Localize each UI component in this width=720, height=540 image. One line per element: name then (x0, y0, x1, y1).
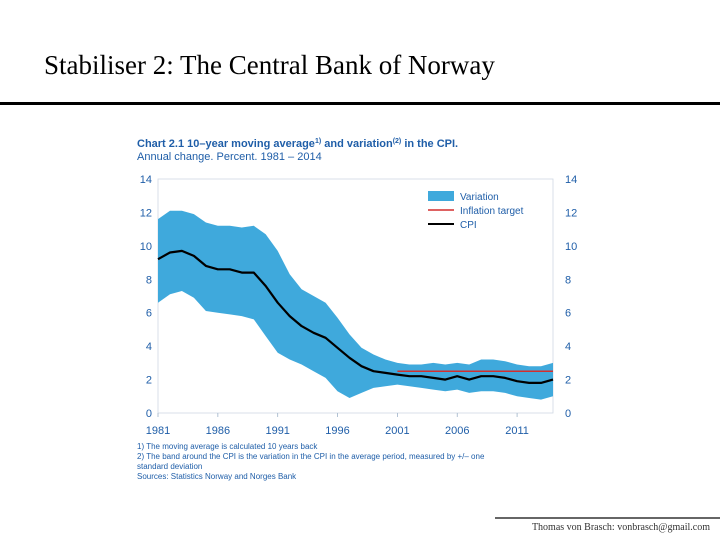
footer-credit: Thomas von Brasch: vonbrasch@gmail.com (531, 522, 710, 533)
footnote-1: 1) The moving average is calculated 10 y… (137, 442, 318, 451)
slide-title: Stabiliser 2: The Central Bank of Norway (44, 50, 495, 80)
footer-divider (495, 517, 720, 519)
footnote-2: 2) The band around the CPI is the variat… (137, 452, 485, 461)
chart-title-prefix: Chart 2.1 10–year moving average (137, 138, 315, 150)
y-tick-label-right: 6 (565, 308, 571, 320)
x-tick-label: 1986 (206, 425, 230, 437)
chart-heading: Chart 2.1 10–year moving average1) and v… (137, 138, 458, 164)
y-tick-label-left: 12 (140, 207, 152, 219)
title-divider (0, 102, 720, 105)
y-tick-label-left: 2 (146, 375, 152, 387)
chart-title-sup1: 1) (314, 138, 322, 145)
legend-swatch-variation (428, 191, 454, 201)
y-tick-label-right: 10 (565, 241, 577, 253)
chart-footnotes: 1) The moving average is calculated 10 y… (137, 442, 484, 482)
x-tick-label: 2001 (385, 425, 409, 437)
variation-band (158, 210, 553, 400)
footnote-sources: Sources: Statistics Norway and Norges Ba… (137, 472, 297, 481)
x-tick-label: 2006 (445, 425, 469, 437)
y-tick-label-right: 8 (565, 274, 571, 286)
chart-title-sup2: (2) (392, 138, 402, 145)
legend-label-target: Inflation target (460, 206, 524, 217)
y-tick-label-left: 4 (146, 341, 152, 353)
x-tick-label: 1981 (146, 425, 170, 437)
chart-subtitle: Annual change. Percent. 1981 – 2014 (137, 151, 322, 163)
x-tick-label: 2011 (505, 425, 529, 437)
y-tick-label-right: 4 (565, 341, 571, 353)
y-tick-label-right: 0 (565, 408, 571, 420)
y-tick-label-left: 0 (146, 408, 152, 420)
cpi-line (157, 249, 554, 384)
chart-title-suffix: in the CPI. (401, 138, 459, 150)
legend-label-cpi: CPI (460, 220, 477, 231)
y-tick-label-left: 14 (140, 174, 152, 186)
y-tick-label-left: 10 (140, 241, 152, 253)
x-tick-label: 1996 (325, 425, 349, 437)
footnote-2-cont: standard deviation (137, 462, 203, 471)
y-tick-label-left: 6 (146, 308, 152, 320)
chart-title-mid: and variation (321, 138, 393, 150)
y-tick-label-right: 12 (565, 207, 577, 219)
y-tick-label-right: 14 (565, 174, 577, 186)
legend-label-band: Variation (460, 192, 499, 203)
y-tick-label-right: 2 (565, 375, 571, 387)
chart-title: Chart 2.1 10–year moving average1) and v… (137, 138, 458, 151)
x-tick-label: 1991 (265, 425, 289, 437)
y-tick-label-left: 8 (146, 274, 152, 286)
